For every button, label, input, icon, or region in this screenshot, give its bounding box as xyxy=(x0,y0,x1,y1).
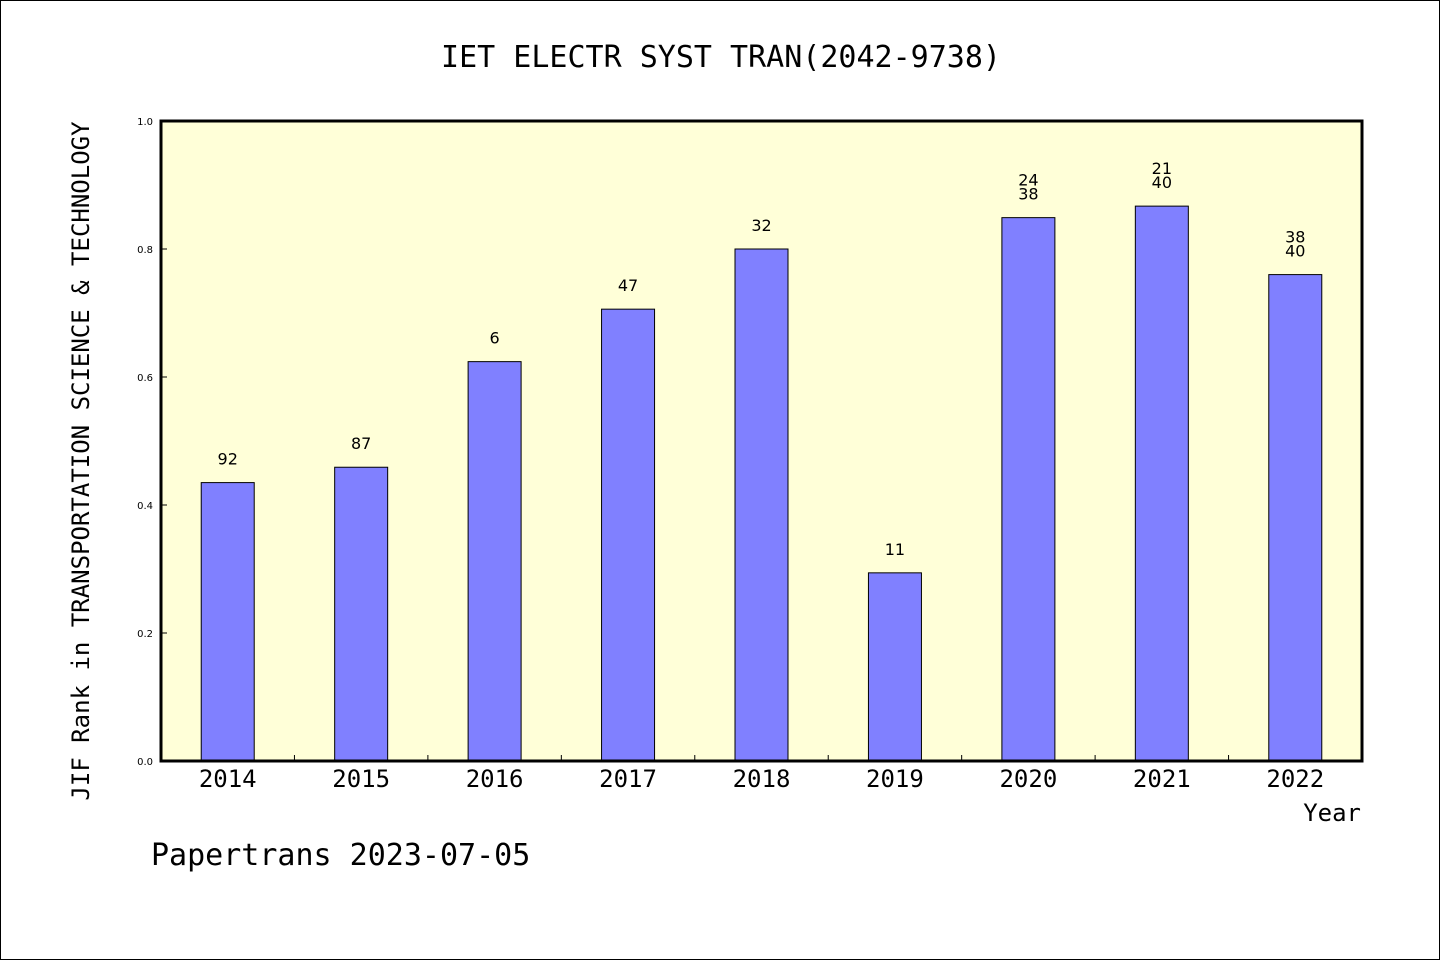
x-axis-label: Year xyxy=(1303,799,1361,827)
data-label: 40 xyxy=(1285,242,1305,261)
x-tick-label: 2022 xyxy=(1266,765,1324,793)
data-label: 6 xyxy=(490,329,500,348)
data-label: 11 xyxy=(885,540,905,559)
bar-2018 xyxy=(734,248,789,762)
data-label: 38 xyxy=(1018,185,1038,204)
bar-2014 xyxy=(200,482,255,762)
x-tick-label: 2018 xyxy=(733,765,791,793)
x-tick-label: 2016 xyxy=(466,765,524,793)
data-label: 38 xyxy=(1285,228,1305,247)
data-label: 21 xyxy=(1152,159,1172,178)
footer-text: Papertrans 2023-07-05 xyxy=(151,838,530,873)
y-tick-label: 0.2 xyxy=(137,629,153,640)
bar-2017 xyxy=(601,308,656,762)
data-label: 40 xyxy=(1152,173,1172,192)
x-tick-label: 2015 xyxy=(332,765,390,793)
bars xyxy=(200,205,1323,762)
x-tick-label: 2020 xyxy=(999,765,1057,793)
y-axis-label: JIF Rank in TRANSPORTATION SCIENCE & TEC… xyxy=(67,121,95,801)
bar-2022 xyxy=(1268,274,1323,762)
x-axis-ticks: 2014 2015 2016 2017 2018 2019 2020 2021 2022 xyxy=(199,755,1324,793)
y-tick-label: 0.4 xyxy=(137,501,153,512)
chart-title: IET ELECTR SYST TRAN(2042-9738) xyxy=(441,40,1001,75)
y-tick-label: 1.0 xyxy=(137,117,153,128)
bar-2019 xyxy=(867,572,922,762)
bar-2020 xyxy=(1001,217,1056,762)
x-tick-label: 2019 xyxy=(866,765,924,793)
bar-2015 xyxy=(334,466,389,762)
y-tick-label: 0.6 xyxy=(137,373,153,384)
x-tick-label: 2014 xyxy=(199,765,257,793)
plot-border xyxy=(159,119,1364,763)
x-tick-label: 2021 xyxy=(1133,765,1191,793)
data-label: 32 xyxy=(751,216,771,235)
bar-2016 xyxy=(467,361,522,762)
data-label: 24 xyxy=(1018,171,1038,190)
data-label: 47 xyxy=(618,276,638,295)
x-tick-label: 2017 xyxy=(599,765,657,793)
y-tick-label: 0.0 xyxy=(137,757,153,768)
data-label: 87 xyxy=(351,434,371,453)
bar-2021 xyxy=(1134,205,1189,762)
y-tick-label: 0.8 xyxy=(137,245,153,256)
data-label: 92 xyxy=(218,450,238,469)
